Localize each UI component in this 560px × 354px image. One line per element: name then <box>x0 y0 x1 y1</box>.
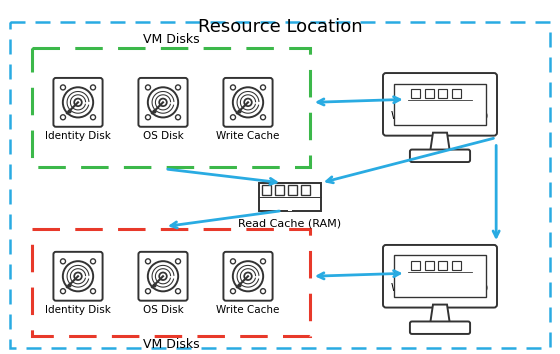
FancyBboxPatch shape <box>438 89 447 98</box>
Text: Read Cache (RAM): Read Cache (RAM) <box>239 219 342 229</box>
FancyBboxPatch shape <box>276 184 284 195</box>
Text: Write Cache: Write Cache <box>216 131 279 141</box>
FancyBboxPatch shape <box>383 73 497 136</box>
FancyBboxPatch shape <box>263 184 271 195</box>
FancyBboxPatch shape <box>138 252 188 301</box>
FancyBboxPatch shape <box>408 88 473 112</box>
FancyBboxPatch shape <box>383 245 497 308</box>
Bar <box>32 229 310 336</box>
FancyBboxPatch shape <box>438 261 447 270</box>
Text: VM Disks: VM Disks <box>143 33 199 46</box>
FancyBboxPatch shape <box>411 89 420 98</box>
FancyBboxPatch shape <box>394 84 487 125</box>
FancyBboxPatch shape <box>394 256 487 297</box>
FancyBboxPatch shape <box>287 205 292 211</box>
Bar <box>32 48 310 167</box>
Text: Resource Location: Resource Location <box>198 18 362 36</box>
FancyBboxPatch shape <box>408 260 473 284</box>
FancyBboxPatch shape <box>410 149 470 162</box>
Text: VM Disks: VM Disks <box>143 338 199 351</box>
FancyBboxPatch shape <box>301 184 310 195</box>
FancyBboxPatch shape <box>288 184 297 195</box>
Text: Write Cache: Write Cache <box>216 304 279 315</box>
FancyBboxPatch shape <box>223 78 273 127</box>
FancyBboxPatch shape <box>223 252 273 301</box>
Text: Identity Disk: Identity Disk <box>45 304 111 315</box>
Text: Write Cache (RAM): Write Cache (RAM) <box>391 110 489 120</box>
Text: Write Cache (RAM): Write Cache (RAM) <box>391 282 489 292</box>
FancyBboxPatch shape <box>437 279 442 284</box>
FancyBboxPatch shape <box>411 261 420 270</box>
Text: OS Disk: OS Disk <box>143 131 183 141</box>
FancyBboxPatch shape <box>53 252 102 301</box>
FancyBboxPatch shape <box>410 321 470 334</box>
Polygon shape <box>430 133 450 152</box>
FancyBboxPatch shape <box>452 89 461 98</box>
FancyBboxPatch shape <box>424 261 434 270</box>
FancyBboxPatch shape <box>437 107 442 112</box>
Text: OS Disk: OS Disk <box>143 304 183 315</box>
Text: Identity Disk: Identity Disk <box>45 131 111 141</box>
FancyBboxPatch shape <box>424 89 434 98</box>
FancyBboxPatch shape <box>138 78 188 127</box>
FancyBboxPatch shape <box>452 261 461 270</box>
FancyBboxPatch shape <box>53 78 102 127</box>
Polygon shape <box>430 304 450 324</box>
FancyBboxPatch shape <box>259 183 321 211</box>
